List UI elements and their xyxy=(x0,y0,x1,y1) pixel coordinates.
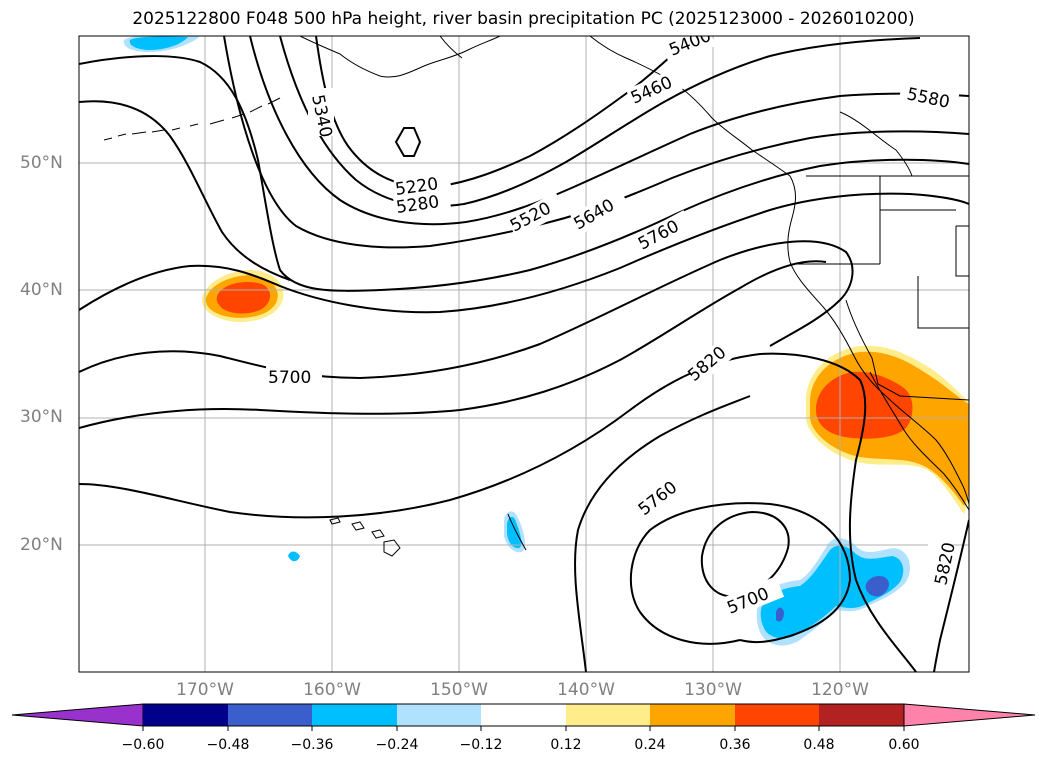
map-plot-area: 5340 5220 5280 5400 5460 5580 5520 5640 … xyxy=(79,36,969,672)
colorbar-tick-label: 0.60 xyxy=(888,737,920,753)
colorbar-tick-label: −0.36 xyxy=(290,737,334,753)
colorbar-tick-label: −0.60 xyxy=(121,737,165,753)
colorbar-tick-label: −0.24 xyxy=(375,737,419,753)
colorbar-tick-label: 0.48 xyxy=(803,737,835,753)
lon-label-160w: 160°W xyxy=(303,680,361,700)
lat-label-30n: 30°N xyxy=(20,407,63,427)
colorbar-tick-label: 0.24 xyxy=(634,737,666,753)
contour-label: 5700 xyxy=(268,368,311,388)
colorbar-tick-label: −0.12 xyxy=(459,737,503,753)
lon-label-120w: 120°W xyxy=(811,680,869,700)
lat-label-40n: 40°N xyxy=(20,280,63,300)
lon-label-170w: 170°W xyxy=(176,680,234,700)
map-title: 2025122800 F048 500 hPa height, river ba… xyxy=(132,9,915,29)
colorbar-tick-label: −0.48 xyxy=(206,737,250,753)
colorbar-tick-label: 0.12 xyxy=(550,737,582,753)
map-frame xyxy=(78,35,970,673)
colorbar xyxy=(11,703,1036,731)
lat-label-50n: 50°N xyxy=(20,153,63,173)
lon-label-150w: 150°W xyxy=(430,680,488,700)
lon-label-130w: 130°W xyxy=(684,680,742,700)
lon-label-140w: 140°W xyxy=(557,680,615,700)
colorbar-tick-label: 0.36 xyxy=(719,737,751,753)
lat-label-20n: 20°N xyxy=(20,535,63,555)
